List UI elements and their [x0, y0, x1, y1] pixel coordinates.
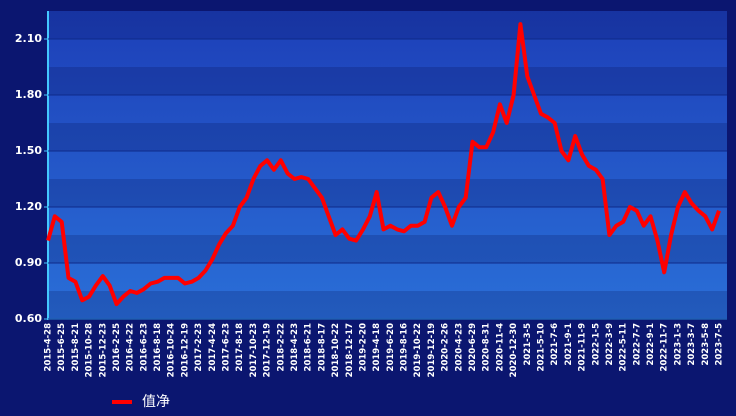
- x-tick-label: 2015-8-21: [71, 323, 81, 372]
- legend-label: 值净: [142, 394, 170, 410]
- x-tick-label: 2017-4-24: [208, 323, 218, 372]
- x-tick-label: 2022-1-5: [591, 323, 601, 366]
- plot-area: [48, 11, 727, 319]
- x-tick-label: 2021-7-6: [550, 323, 560, 366]
- x-tick-label: 2016-12-19: [180, 323, 190, 377]
- x-tick-label: 2018-12-17: [345, 323, 355, 377]
- x-tick-label: 2020-12-30: [509, 323, 519, 377]
- x-tick-label: 2016-2-25: [112, 323, 122, 372]
- x-tick-label: 2021-5-10: [536, 323, 546, 372]
- x-tick-label: 2020-8-31: [482, 323, 492, 372]
- x-tick-label: 2016-8-18: [153, 323, 163, 372]
- band: [48, 179, 727, 207]
- band: [48, 291, 727, 319]
- x-tick-label: 2023-1-3: [673, 323, 683, 366]
- x-tick-label: 2021-3-5: [523, 323, 533, 366]
- x-tick-label: 2017-2-23: [194, 323, 204, 372]
- y-tick-label: 1.80: [15, 88, 42, 101]
- x-tick-label: 2022-3-9: [605, 323, 615, 366]
- x-tick-label: 2020-11-4: [495, 323, 505, 372]
- x-tick-label: 2020-2-26: [441, 323, 451, 372]
- x-tick-label: 2020-4-23: [454, 323, 464, 372]
- x-tick-label: 2015-4-28: [44, 323, 54, 372]
- y-tick-label: 0.60: [15, 312, 42, 325]
- x-tick-label: 2018-2-22: [276, 323, 286, 372]
- x-tick-label: 2019-2-20: [358, 323, 368, 372]
- x-tick-label: 2018-4-23: [290, 323, 300, 372]
- x-tick-label: 2018-8-17: [317, 323, 327, 372]
- x-tick-label: 2019-10-22: [413, 323, 423, 377]
- x-tick-label: 2017-12-19: [263, 323, 273, 377]
- x-tick-label: 2022-11-7: [660, 323, 670, 372]
- x-tick-label: 2021-11-9: [578, 323, 588, 372]
- x-tick-label: 2015-12-23: [98, 323, 108, 377]
- x-tick-label: 2020-6-29: [468, 323, 478, 372]
- x-tick-label: 2019-12-19: [427, 323, 437, 377]
- x-tick-label: 2022-7-7: [632, 323, 642, 366]
- y-tick-label: 1.20: [15, 200, 42, 213]
- band: [48, 67, 727, 95]
- x-tick-label: 2017-10-23: [249, 323, 259, 377]
- x-tick-label: 2019-6-20: [386, 323, 396, 372]
- x-tick-label: 2018-10-22: [331, 323, 341, 377]
- x-tick-label: 2019-4-18: [372, 323, 382, 372]
- y-tick-label: 1.50: [15, 144, 42, 157]
- band: [48, 11, 727, 39]
- x-tick-label: 2016-10-24: [167, 323, 177, 377]
- x-tick-label: 2015-10-28: [85, 323, 95, 377]
- bands: [48, 11, 727, 319]
- y-tick-label: 2.10: [15, 32, 42, 45]
- y-tick-label: 0.90: [15, 256, 42, 269]
- x-tick-label: 2017-8-18: [235, 323, 245, 372]
- x-tick-label: 2023-3-7: [687, 323, 697, 366]
- x-tick-label: 2022-9-1: [646, 323, 656, 366]
- x-tick-label: 2016-6-23: [139, 323, 149, 372]
- x-tick-label: 2022-5-11: [619, 323, 629, 372]
- x-tick-label: 2021-9-1: [564, 323, 574, 366]
- x-tick-label: 2016-4-22: [126, 323, 136, 372]
- band: [48, 235, 727, 263]
- x-tick-label: 2015-6-25: [57, 323, 67, 372]
- x-tick-label: 2018-6-21: [304, 323, 314, 372]
- x-tick-label: 2023-5-8: [701, 323, 711, 366]
- x-tick-label: 2023-7-5: [715, 323, 725, 366]
- x-tick-label: 2017-6-23: [222, 323, 232, 372]
- band: [48, 123, 727, 151]
- data-line: [46, 22, 721, 307]
- x-tick-label: 2019-8-16: [400, 323, 410, 372]
